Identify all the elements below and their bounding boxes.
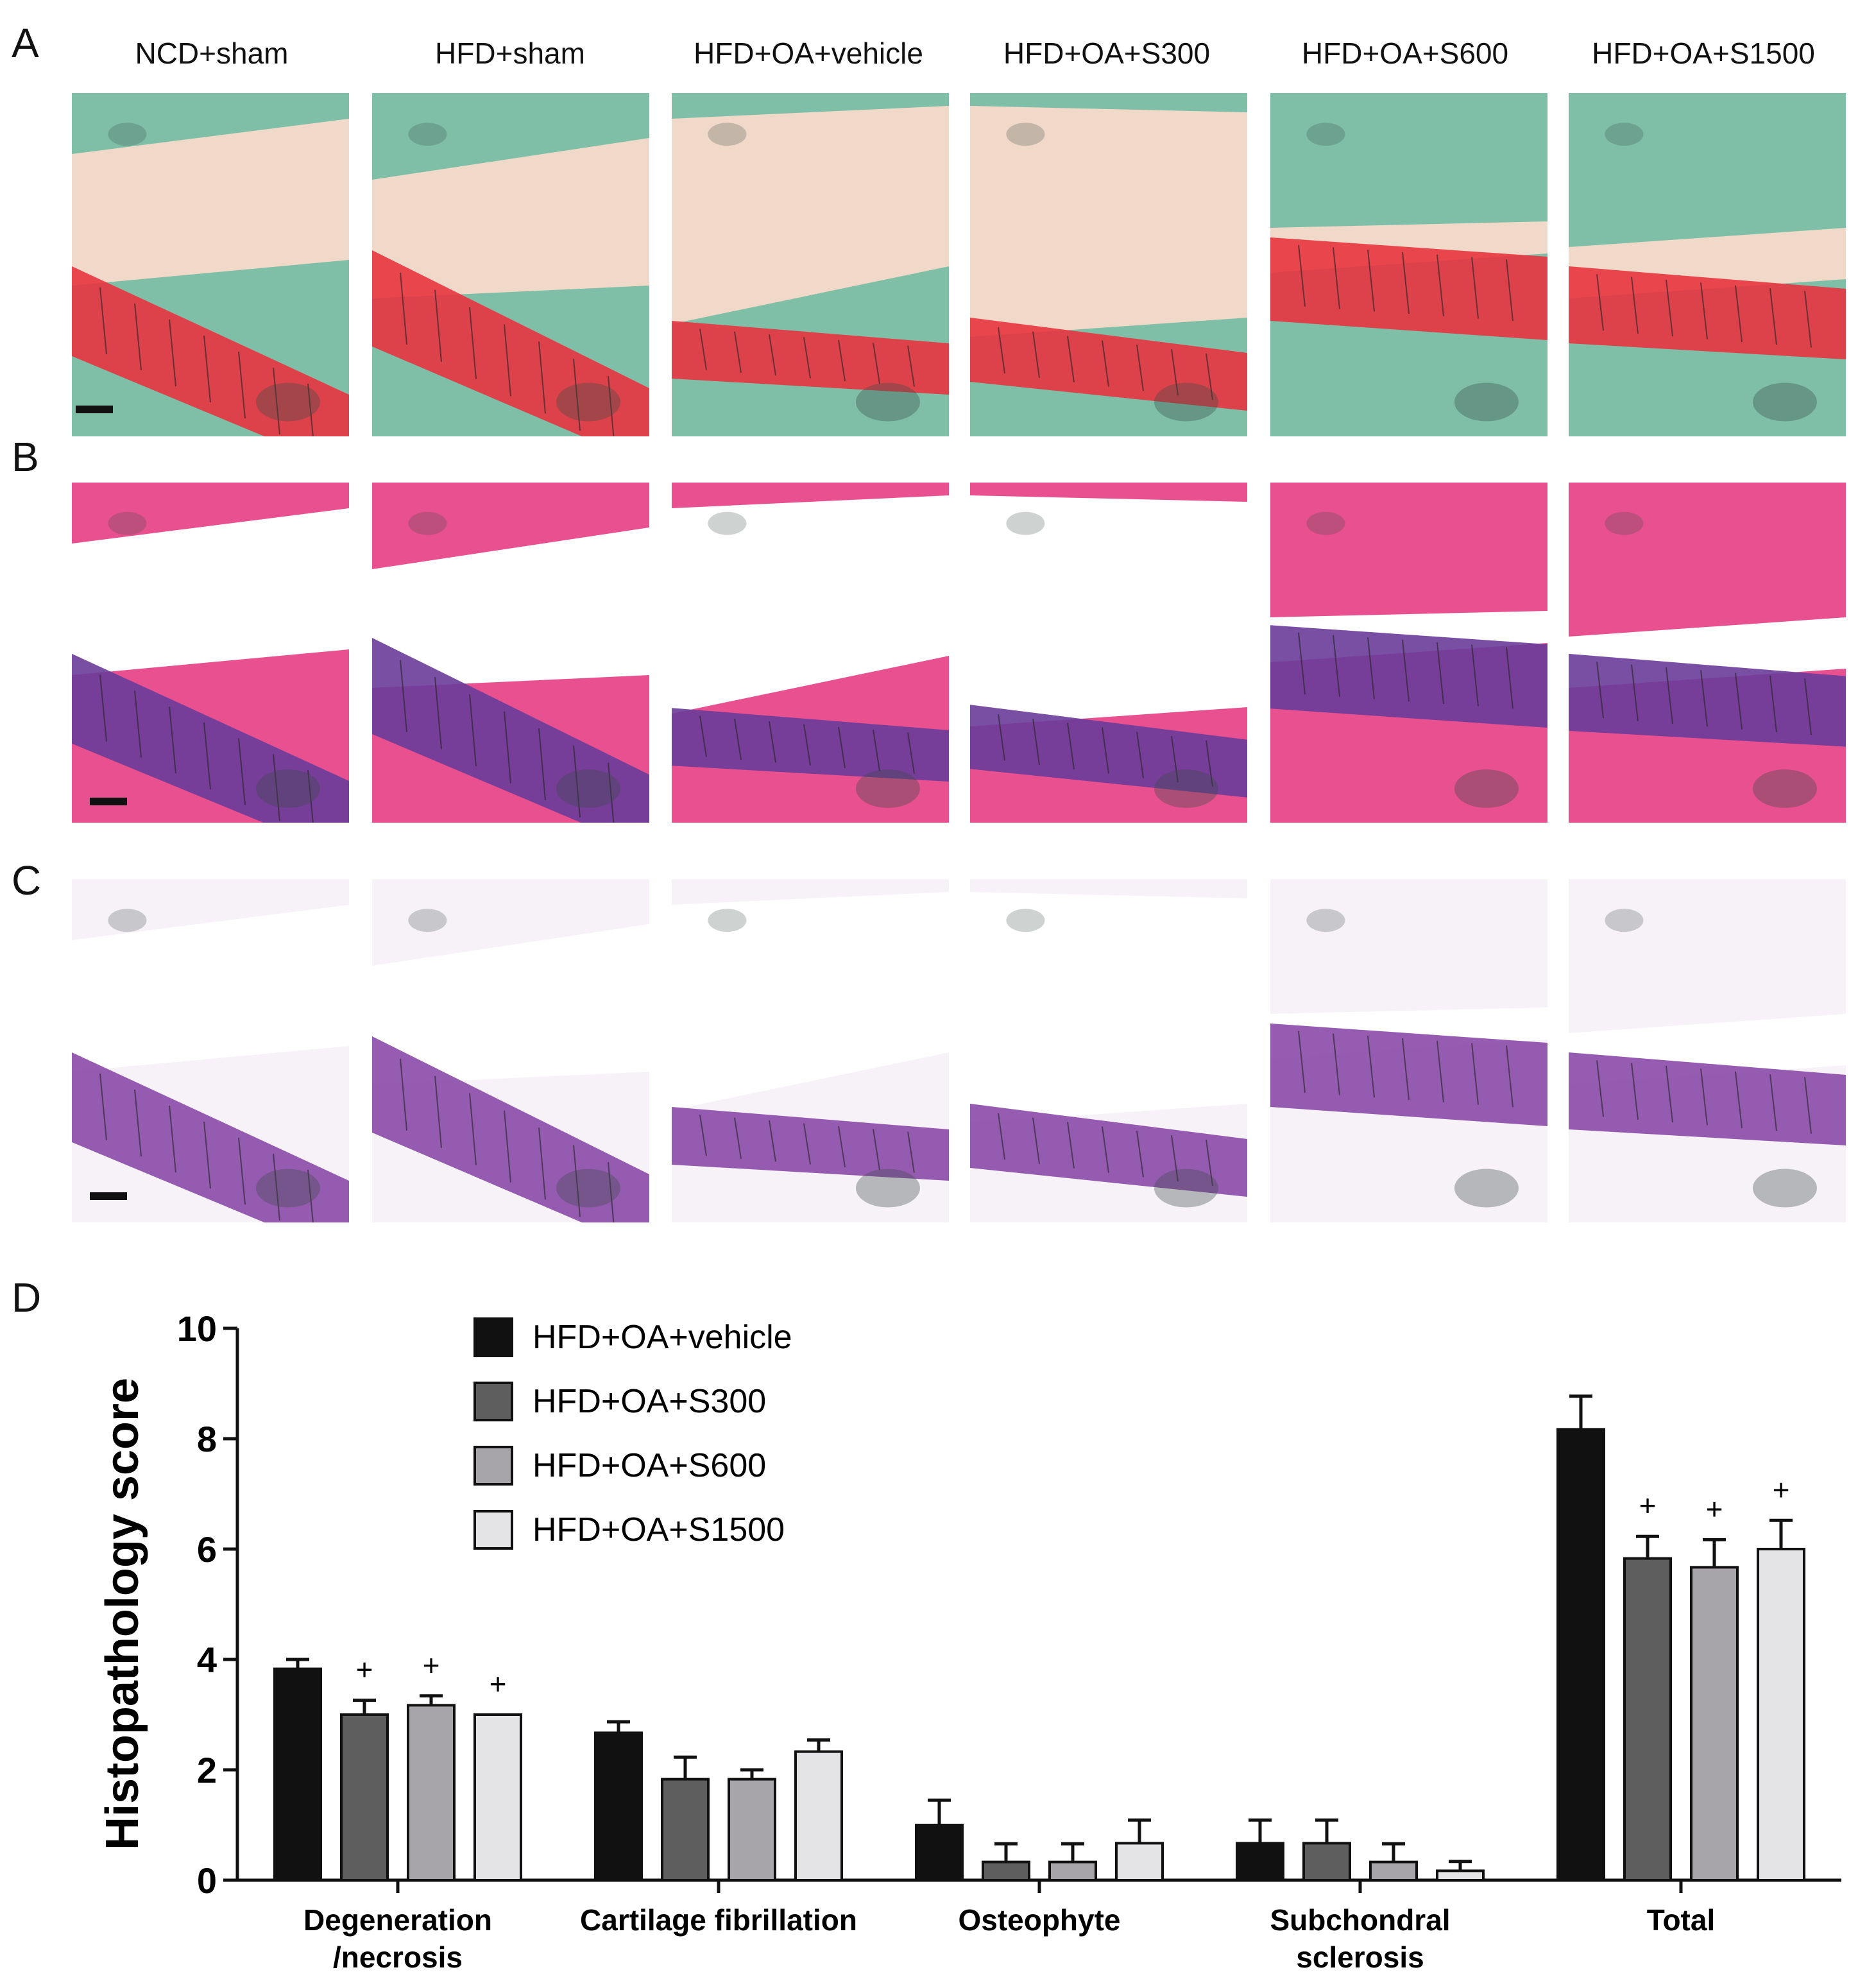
bar	[1236, 1842, 1284, 1882]
bar	[1048, 1860, 1097, 1881]
bar	[982, 1860, 1030, 1881]
y-tick-label: 8	[197, 1419, 217, 1459]
legend-swatch	[473, 1382, 513, 1421]
panel-c-letter: C	[12, 857, 42, 904]
micrograph-pas-5	[1270, 879, 1547, 1222]
bar	[661, 1778, 710, 1881]
micrograph-safranin-5	[1270, 93, 1547, 436]
x-tick-label: sclerosis	[1296, 1941, 1424, 1974]
bar	[340, 1713, 389, 1881]
legend-label: HFD+OA+S600	[533, 1447, 766, 1484]
legend-swatch	[473, 1510, 513, 1550]
significance-mark: +	[1639, 1489, 1657, 1522]
micrograph-he-4	[970, 483, 1247, 823]
x-tick-label: Osteophyte	[958, 1903, 1120, 1937]
micrograph-pas-3	[672, 879, 949, 1222]
y-tick-label: 2	[197, 1750, 217, 1790]
panel-a-letter: A	[12, 20, 39, 66]
bar	[1302, 1842, 1351, 1882]
panel-d-letter: D	[12, 1274, 42, 1321]
bar	[1623, 1557, 1672, 1881]
group-header-hfd-sham: HFD+sham	[435, 37, 585, 70]
y-tick-label: 0	[197, 1860, 217, 1901]
micrograph-safranin-3	[672, 93, 949, 436]
chart-bars: + + + + + +	[273, 1394, 1805, 1882]
bar	[794, 1750, 843, 1881]
significance-mark: +	[1773, 1473, 1790, 1506]
bar	[728, 1778, 776, 1881]
x-tick-label: Degeneration	[303, 1903, 492, 1937]
legend-label: HFD+OA+S1500	[533, 1511, 785, 1548]
x-tick-label: Total	[1647, 1903, 1715, 1937]
bar	[915, 1824, 964, 1881]
bar	[1115, 1842, 1164, 1882]
bar	[1690, 1566, 1739, 1881]
group-header-s600: HFD+OA+S600	[1301, 37, 1509, 70]
micrograph-he-6	[1569, 483, 1846, 823]
micrograph-he-2	[372, 483, 649, 823]
legend-label: HFD+OA+S300	[533, 1383, 766, 1420]
micrograph-safranin-1	[72, 93, 349, 436]
bar	[1369, 1860, 1418, 1881]
y-tick-label: 6	[197, 1529, 217, 1570]
micrograph-pas-4	[970, 879, 1247, 1222]
micrograph-he-3	[672, 483, 949, 823]
panel-b-letter: B	[12, 434, 39, 480]
scale-bar-c	[90, 1192, 127, 1200]
significance-mark: +	[1706, 1492, 1723, 1525]
group-header-s300: HFD+OA+S300	[1003, 37, 1211, 70]
histopathology-chart: 0 2 4 6 8 10 Degeneration/necrosis Cartilage fi…	[97, 1308, 1841, 1974]
micrograph-he-1	[72, 483, 349, 823]
group-header-s1500: HFD+OA+S1500	[1592, 37, 1815, 70]
x-tick-label: /necrosis	[333, 1941, 463, 1974]
group-header-ncd-sham: NCD+sham	[135, 37, 289, 70]
micrograph-safranin-2	[372, 93, 649, 436]
micrograph-pas-6	[1569, 879, 1846, 1222]
legend-swatch	[473, 1317, 513, 1357]
bar	[1436, 1869, 1485, 1882]
x-tick-label: Subchondral	[1270, 1903, 1450, 1937]
micrograph-pas-1	[72, 879, 349, 1222]
micrograph-safranin-6	[1569, 93, 1846, 436]
micrograph-safranin-4	[970, 93, 1247, 436]
significance-mark: +	[423, 1649, 440, 1682]
legend-label: HFD+OA+vehicle	[533, 1319, 792, 1356]
legend-swatch	[473, 1446, 513, 1486]
micrograph-he-5	[1270, 483, 1547, 823]
y-axis-label: Histopathology score	[97, 1378, 148, 1850]
micrograph-pas-2	[372, 879, 649, 1222]
bar	[407, 1704, 456, 1881]
y-tick-label: 10	[177, 1308, 217, 1349]
significance-mark: +	[490, 1667, 507, 1701]
bar	[473, 1713, 522, 1881]
significance-mark: +	[356, 1653, 373, 1686]
chart-legend: HFD+OA+vehicle HFD+OA+S300 HFD+OA+S600 HFD+…	[473, 1317, 792, 1550]
bar	[273, 1667, 322, 1881]
bar	[594, 1731, 643, 1881]
bar	[1757, 1548, 1805, 1881]
x-tick-label: Cartilage fibrillation	[580, 1903, 857, 1937]
scale-bar-a	[76, 406, 113, 413]
bar	[1556, 1428, 1605, 1881]
y-tick-label: 4	[197, 1640, 217, 1680]
group-header-vehicle: HFD+OA+vehicle	[694, 37, 923, 70]
scale-bar-b	[90, 798, 127, 805]
